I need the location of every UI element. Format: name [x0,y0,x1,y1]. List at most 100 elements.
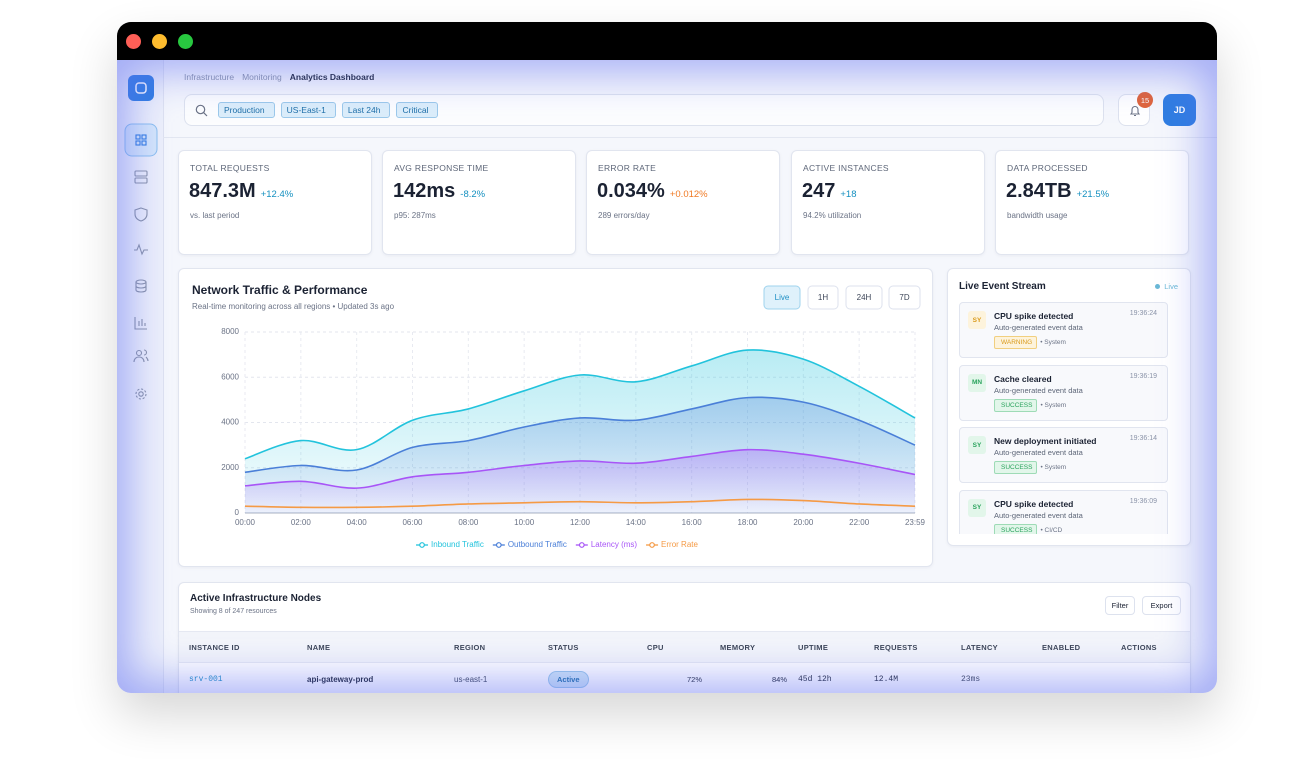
kpi-label: TOTAL REQUESTS [190,163,270,173]
kpi-card: AVG RESPONSE TIME 142ms -8.2% p95: 287ms [382,150,576,255]
event-title: Cache cleared [994,373,1052,384]
kpi-value: 142ms [393,180,456,202]
nav-database[interactable] [135,279,147,293]
bell-icon [1129,106,1141,117]
app-window: Infrastructure Monitoring Analytics Dashbo… [117,22,1217,693]
chart-subtitle: Real-time monitoring across all regions … [192,302,395,311]
range-button-label: Live [775,293,790,302]
x-tick-label: 18:00 [737,518,758,527]
legend-item[interactable]: Latency (ms) [575,540,638,549]
range-button[interactable] [845,285,883,310]
kpi-value: 247 [802,180,836,202]
event-description: Auto-generated event data [994,510,1083,520]
breadcrumb-item: Analytics Dashboard [289,72,375,82]
event-source: • System [1040,339,1066,346]
legend-marker [649,542,655,548]
event-time: 19:36:19 [1129,372,1157,380]
kpi-value: 847.3M [189,180,256,202]
filter-chip-label: Critical [402,105,429,115]
kpi-main: 0.034% +0.012% [597,180,708,203]
column-header: REQUESTS [874,643,918,652]
nav-settings[interactable] [135,388,147,400]
minimize-button[interactable] [152,34,167,49]
event-time: 19:36:14 [1129,435,1157,442]
column-header: ENABLED [1042,643,1081,652]
legend-item[interactable]: Inbound Traffic [416,540,484,549]
table-title: Active Infrastructure Nodes [190,593,322,604]
table-action[interactable]: Filter [1105,596,1135,615]
column-header: ACTIONS [1121,643,1157,652]
range-button[interactable] [763,285,801,310]
kpi-label: AVG RESPONSE TIME [394,163,489,173]
x-tick-label: 10:00 [514,518,535,527]
event-card: SY New deployment initiated Auto-generated… [959,427,1168,483]
range-button-label: 1H [818,293,828,302]
kpi-main: 247 +18 [802,180,857,203]
header-divider [163,137,1217,138]
user-avatar[interactable]: JD [1163,94,1196,126]
y-tick-label: 8000 [221,327,239,336]
kpi-value: 0.034% [597,180,665,202]
series-line [244,396,916,474]
event-level-label: SUCCESS [1001,526,1033,534]
nav-activity[interactable] [134,243,148,256]
column-header: NAME [307,643,331,652]
notification-count: 15 [1137,92,1153,108]
live-dot [1155,284,1161,289]
event-level: SUCCESS [994,461,1038,474]
nav-servers[interactable] [134,170,148,184]
table-cell: 23ms [961,675,981,684]
column-header: STATUS [548,643,579,652]
kpi-label: ACTIVE INSTANCES [803,163,889,173]
table-action[interactable]: Export [1142,596,1181,615]
table-header: INSTANCE ID NAME REGION STATUS CPU MEMORY UPTI… [179,631,1190,663]
column-header: LATENCY [961,643,998,652]
status-pill: Active [548,671,589,688]
nav-dashboard[interactable] [124,123,158,157]
event-meta: SUCCESS • System [994,398,1066,412]
filter-chip-label: US-East-1 [286,105,326,115]
table-cell[interactable]: srv-001 [189,675,223,684]
nav-analytics[interactable] [134,317,147,330]
memory-label: 84% [772,675,788,684]
table-cell: 12.4M [874,675,899,684]
event-level-label: SUCCESS [1001,464,1033,471]
filter-chip: Production [218,102,275,118]
sidebar-icons [124,75,158,400]
sidebar [117,60,164,693]
logo[interactable] [128,75,154,101]
legend-marker [419,542,425,548]
table-cell: us-east-1 [454,675,488,684]
filter-bar[interactable]: Production US-East-1 Last 24h Critical [184,94,1104,126]
table-cell: api-gateway-prod [307,675,374,684]
column-header: INSTANCE ID [189,643,240,652]
legend-label: Error Rate [661,540,698,549]
nav-users[interactable] [133,349,149,363]
event-title: CPU spike detected [994,311,1074,321]
series-line [244,448,916,489]
notifications-button[interactable]: 15 [1118,92,1153,126]
legend-marker [495,542,502,548]
event-level: WARNING [994,336,1038,349]
event-source: • System [1040,464,1067,471]
nav-security[interactable] [134,207,148,222]
range-button[interactable] [888,285,921,310]
maximize-button[interactable] [178,34,193,49]
event-title: New deployment initiated [994,436,1097,446]
legend-item[interactable]: Error Rate [646,540,699,549]
y-tick-label: 0 [235,508,240,517]
column-header: REGION [454,643,486,652]
kpi-note: bandwidth usage [1007,211,1068,220]
chart-title: Network Traffic & Performance [192,283,368,297]
legend-item[interactable]: Outbound Traffic [492,540,567,549]
event-stream-title: Live Event Stream [959,281,1046,292]
y-tick-label: 2000 [221,463,239,472]
x-tick-label: 23:59 [905,518,926,527]
range-button[interactable] [807,285,839,310]
breadcrumb-item: Infrastructure [184,72,235,82]
x-tick-label: 00:00 [235,518,256,527]
chart: Network Traffic & Performance Real-time … [192,283,926,549]
kpi-card: ACTIVE INSTANCES 247 +18 94.2% utilization [791,150,985,255]
column-header: CPU [647,643,664,652]
close-button[interactable] [126,34,141,49]
